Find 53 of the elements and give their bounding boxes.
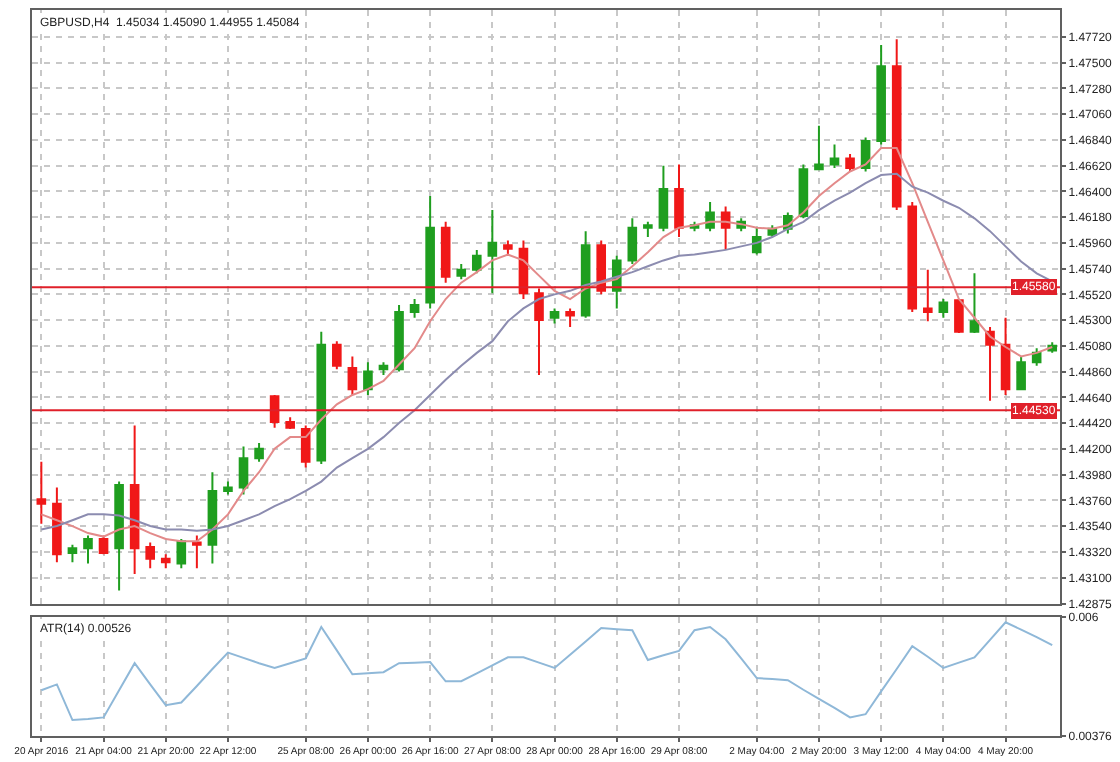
line-series bbox=[40, 621, 1054, 722]
candlestick bbox=[207, 471, 218, 565]
candlestick bbox=[658, 164, 669, 233]
candlestick bbox=[876, 44, 886, 146]
candlestick bbox=[1016, 355, 1026, 392]
candlestick bbox=[363, 361, 373, 396]
candlestick bbox=[114, 480, 124, 592]
candlestick bbox=[923, 268, 933, 323]
candlestick bbox=[394, 303, 404, 373]
candlestick bbox=[300, 424, 311, 469]
candlestick bbox=[954, 298, 964, 334]
candlestick bbox=[845, 152, 855, 173]
candlestick bbox=[67, 543, 78, 564]
candlestick bbox=[814, 124, 824, 171]
candlestick bbox=[129, 424, 140, 576]
candlestick bbox=[440, 220, 451, 284]
candlestick bbox=[503, 239, 513, 257]
candlestick bbox=[409, 298, 420, 319]
candlestick bbox=[223, 480, 233, 496]
candlestick bbox=[471, 248, 482, 275]
candlestick bbox=[1000, 316, 1011, 396]
candlestick bbox=[347, 355, 358, 396]
candlestick bbox=[751, 226, 762, 256]
candlestick bbox=[378, 361, 389, 377]
candlestick bbox=[425, 195, 435, 310]
candlestick bbox=[145, 541, 155, 570]
candlestick bbox=[565, 307, 575, 329]
candlestick bbox=[969, 272, 980, 334]
candlestick bbox=[1047, 341, 1058, 354]
candlestick bbox=[316, 330, 327, 466]
candlestick bbox=[238, 445, 249, 496]
candlestick bbox=[192, 534, 202, 570]
candlestick bbox=[285, 416, 295, 430]
candlestick bbox=[643, 220, 653, 239]
candlestick bbox=[891, 38, 902, 212]
candlestick bbox=[254, 441, 264, 463]
candlestick bbox=[705, 200, 715, 233]
candlestick bbox=[332, 340, 342, 371]
candlestick bbox=[907, 200, 918, 313]
candlestick bbox=[627, 217, 638, 265]
candlestick bbox=[985, 326, 995, 402]
candlestick bbox=[456, 262, 467, 281]
candlestick bbox=[487, 209, 498, 295]
candlestick bbox=[938, 298, 949, 319]
candlestick bbox=[52, 486, 62, 564]
candlestick bbox=[720, 205, 731, 251]
candlestick bbox=[829, 143, 840, 169]
candlestick bbox=[534, 287, 544, 377]
candlestick bbox=[83, 534, 93, 565]
candlestick bbox=[674, 163, 684, 239]
candlestick bbox=[160, 553, 171, 570]
candlestick bbox=[549, 307, 560, 325]
candlestick bbox=[36, 460, 47, 525]
